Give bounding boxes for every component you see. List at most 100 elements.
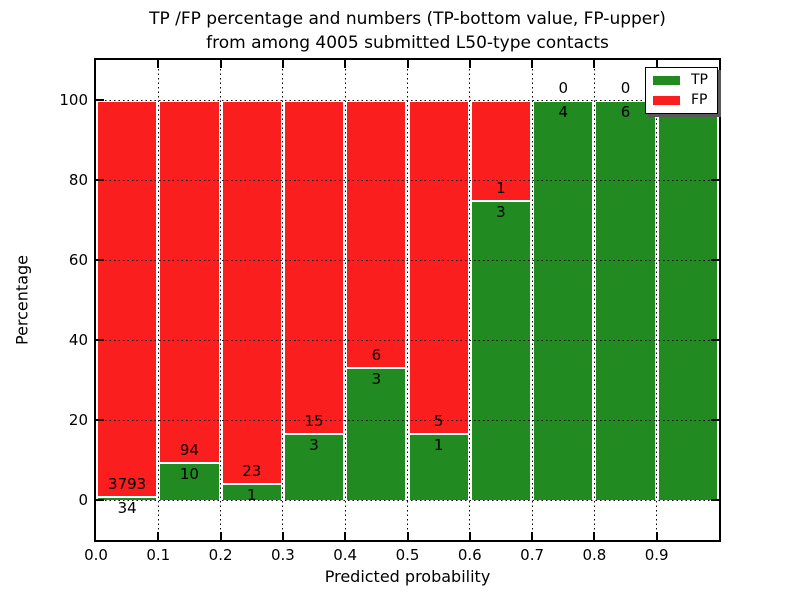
x-axis-label: Predicted probability <box>324 567 491 586</box>
tick-mark-top <box>655 60 658 68</box>
tick-mark-right <box>711 339 719 341</box>
fp-count-label: 6 <box>371 345 382 364</box>
bar-tp-segment <box>407 433 470 500</box>
fp-count-label: 15 <box>304 412 324 431</box>
fp-count-label: 3793 <box>108 475 147 494</box>
bar-fp-segment <box>469 100 533 200</box>
tp-count-label: 10 <box>179 464 199 483</box>
x-tick-label: 0.8 <box>582 546 607 564</box>
tick-mark-left <box>96 339 104 341</box>
y-tick-label: 60 <box>68 251 88 269</box>
tick-mark-bottom <box>157 532 160 540</box>
tick-mark-bottom <box>281 532 284 540</box>
tp-count-label: 6 <box>620 103 631 121</box>
x-tick-label: 0.2 <box>208 546 233 564</box>
tick-mark-left <box>96 179 104 181</box>
tp-count-label: 4 <box>558 103 569 121</box>
y-tick-label: 100 <box>59 91 88 109</box>
tick-mark-top <box>344 60 347 68</box>
legend-label-fp: FP <box>691 92 708 108</box>
bar-fp-segment <box>345 100 408 367</box>
x-tick-label: 0.9 <box>644 546 669 564</box>
tick-mark-left <box>96 499 104 501</box>
legend: TP FP <box>645 67 718 114</box>
fp-count-label: 1 <box>496 179 506 197</box>
tp-count-label: 1 <box>246 486 257 505</box>
x-tick-label: 0.4 <box>333 546 358 564</box>
bar-tp-segment <box>469 200 533 500</box>
tick-mark-right <box>711 179 719 181</box>
tick-mark-left <box>96 259 104 261</box>
fp-count-label: 5 <box>433 412 444 431</box>
y-tick-label: 20 <box>68 411 88 429</box>
legend-label-tp: TP <box>691 72 708 88</box>
bar-tp-segment <box>96 496 159 500</box>
gridline-v <box>656 60 658 540</box>
tick-mark-top <box>593 60 596 68</box>
tick-mark-bottom <box>344 532 347 540</box>
tick-mark-top <box>157 60 160 68</box>
x-tick-label: 0.6 <box>457 546 482 564</box>
fp-count-label: 0 <box>558 79 569 97</box>
gridline-v <box>593 60 595 540</box>
tick-mark-bottom <box>531 532 534 540</box>
tick-mark-top <box>281 60 284 68</box>
y-tick-label: 0 <box>78 491 88 509</box>
tp-count-label: 3 <box>309 436 319 455</box>
tick-mark-bottom <box>219 532 222 540</box>
bar-fp-segment <box>282 100 346 434</box>
fp-count-label: 94 <box>179 440 199 459</box>
bar-fp-segment <box>158 100 221 462</box>
chart-title: TP /FP percentage and numbers (TP-bottom… <box>96 7 719 55</box>
fp-count-label: 0 <box>620 79 631 97</box>
tp-count-label: 3 <box>371 369 382 388</box>
x-tick-label: 0.3 <box>270 546 295 564</box>
tick-mark-bottom <box>593 532 596 540</box>
tick-mark-right <box>711 499 719 501</box>
bar-tp-segment <box>594 100 657 500</box>
tick-mark-left <box>96 99 104 101</box>
bar-fp-segment <box>220 100 283 484</box>
tick-mark-top <box>531 60 534 68</box>
gridline-v <box>469 60 471 540</box>
tp-count-label: 34 <box>117 499 137 518</box>
tick-mark-bottom <box>655 532 658 540</box>
bar-tp-segment <box>220 483 283 500</box>
bar-fp-segment <box>96 100 159 497</box>
bar-tp-segment <box>158 461 221 500</box>
tick-mark-right <box>711 259 719 261</box>
bar-fp-segment <box>407 100 470 434</box>
x-tick-label: 0.0 <box>84 546 108 564</box>
y-axis-label: Percentage <box>12 254 32 346</box>
legend-row-fp: FP <box>653 93 708 108</box>
fp-count-label: 23 <box>242 462 262 481</box>
y-tick-label: 80 <box>68 171 88 189</box>
tick-mark-right <box>711 419 719 421</box>
gridline-v <box>407 60 408 540</box>
legend-swatch-fp-icon <box>653 96 680 105</box>
gridline-v <box>531 60 533 540</box>
plot-area: 3793349410231153635113040603 TP FP <box>96 60 719 540</box>
tick-mark-left <box>96 419 104 421</box>
x-tick-label: 0.5 <box>395 546 420 564</box>
gridline-v <box>344 60 346 540</box>
chart-title-line1: TP /FP percentage and numbers (TP-bottom… <box>149 9 666 29</box>
bar-tp-segment <box>656 100 719 500</box>
gridline-v <box>157 60 159 540</box>
tp-count-label: 3 <box>496 203 506 221</box>
tick-mark-bottom <box>468 532 471 540</box>
gridline-v <box>220 60 222 540</box>
x-tick-label: 0.1 <box>146 546 171 564</box>
gridline-v <box>282 60 284 540</box>
legend-swatch-tp-icon <box>653 76 680 85</box>
bar-tp-segment <box>345 366 408 500</box>
y-tick-label: 40 <box>68 331 88 349</box>
bar-tp-segment <box>282 433 346 500</box>
chart-title-line2: from among 4005 submitted L50-type conta… <box>206 33 609 53</box>
tick-mark-top <box>219 60 222 68</box>
legend-row-tp: TP <box>653 73 708 88</box>
tick-mark-top <box>468 60 471 68</box>
tp-count-label: 1 <box>433 436 444 455</box>
x-tick-label: 0.7 <box>520 546 545 564</box>
